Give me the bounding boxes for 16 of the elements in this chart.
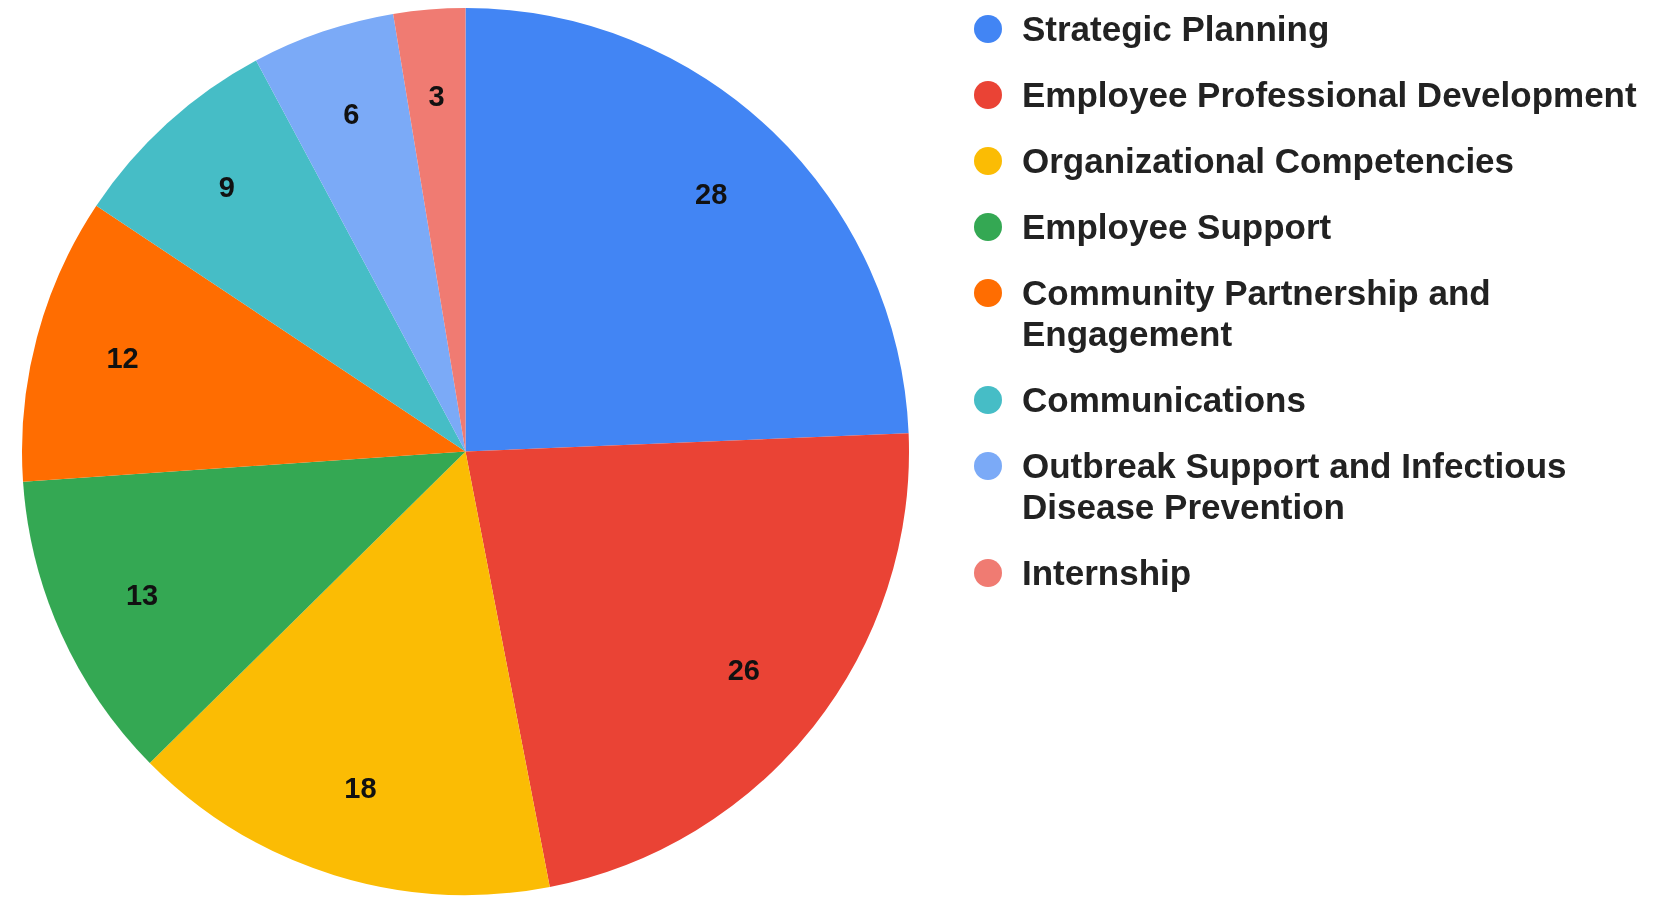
- legend-label: Employee Professional Development: [1022, 74, 1637, 115]
- legend-label: Communications: [1022, 379, 1306, 420]
- legend-label: Strategic Planning: [1022, 8, 1330, 49]
- legend-label: Internship: [1022, 552, 1192, 593]
- data-label: 3: [428, 79, 445, 112]
- legend-label: Outbreak Support and Infectious Disease Prevention: [1022, 445, 1568, 527]
- data-label: 18: [344, 772, 377, 805]
- data-label: 12: [106, 342, 139, 375]
- legend-label: Organizational Competencies: [1022, 140, 1515, 181]
- data-label: 28: [695, 177, 728, 210]
- data-label: 9: [218, 170, 235, 203]
- data-label: 6: [343, 97, 360, 130]
- data-label: 26: [727, 653, 760, 686]
- legend-label: Community Partnership and Engagement: [1022, 272, 1492, 354]
- data-label: 13: [125, 579, 159, 612]
- legend-label: Employee Support: [1022, 206, 1332, 247]
